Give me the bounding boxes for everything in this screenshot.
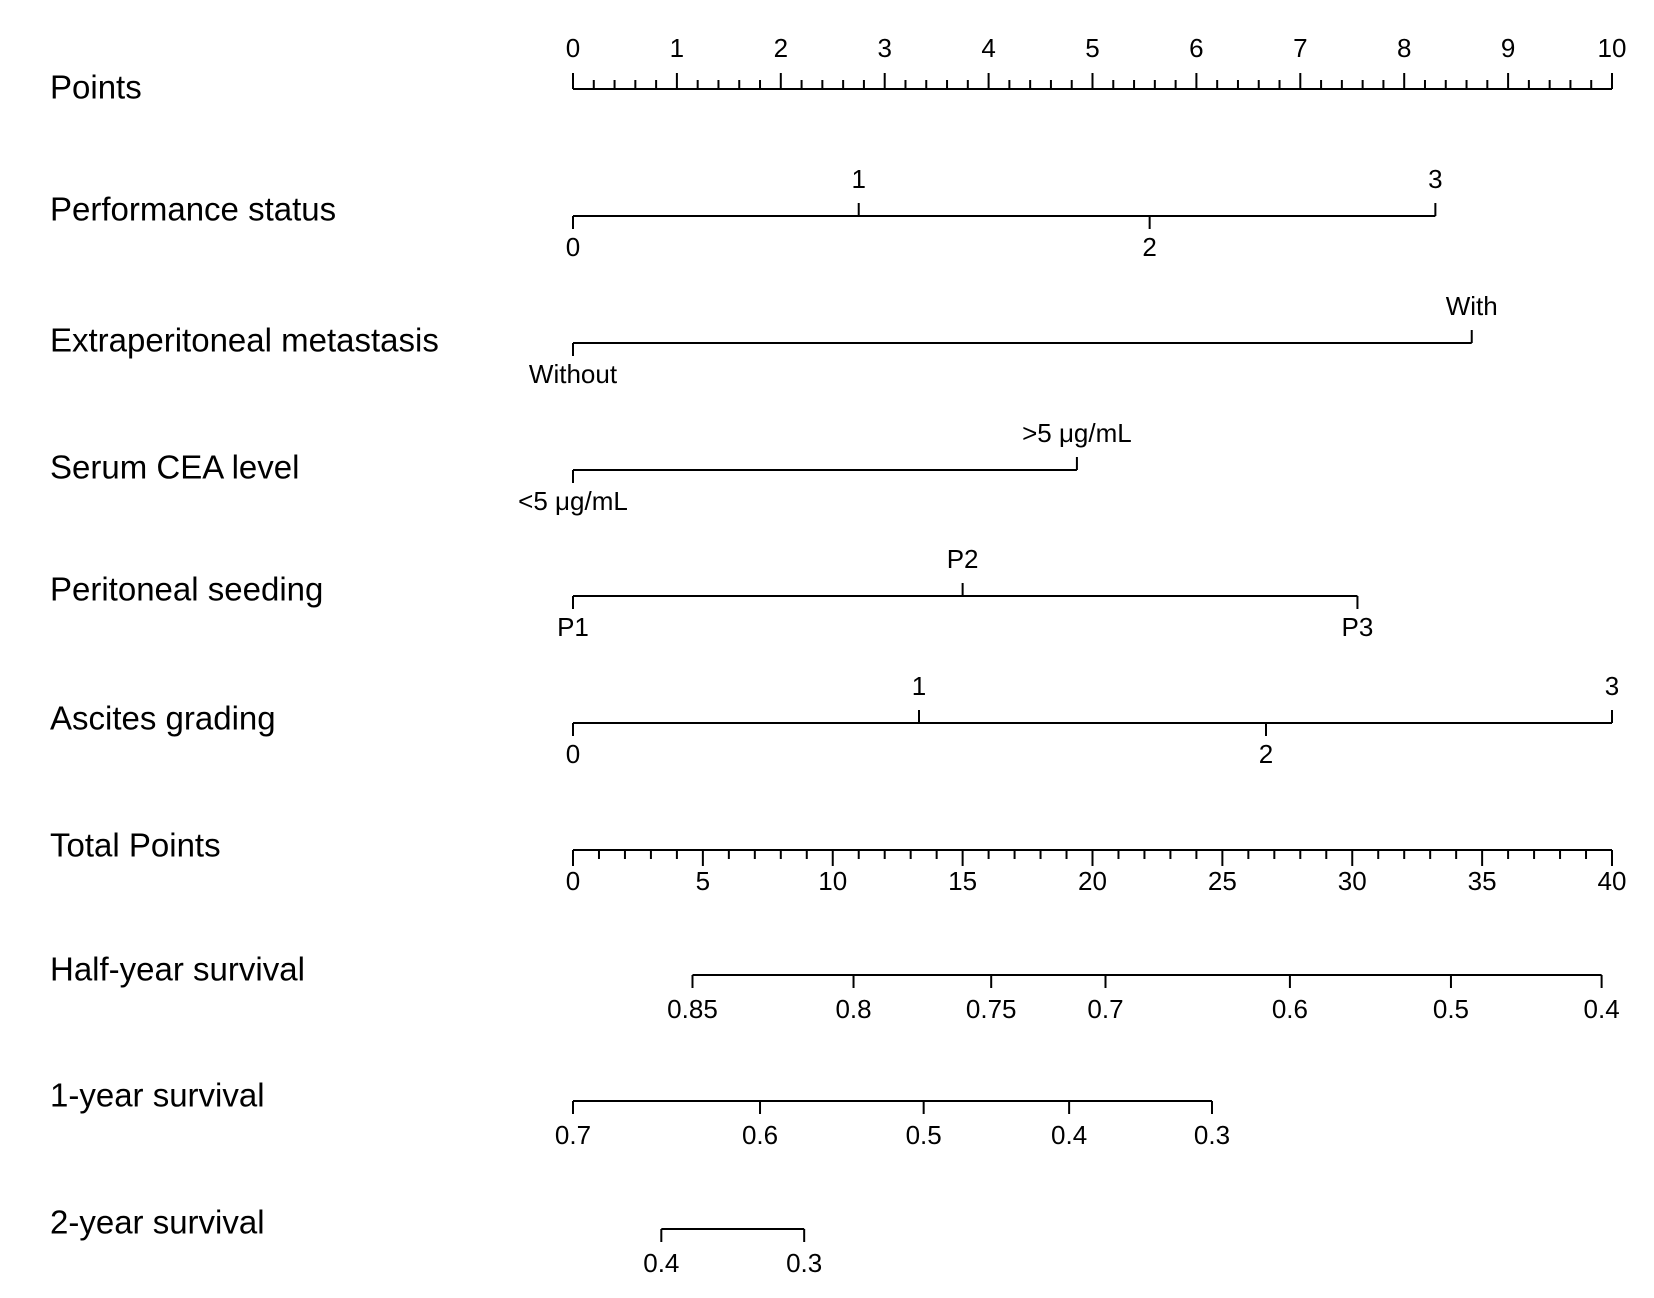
tick-label: 30 <box>1338 866 1367 896</box>
level-label: 2 <box>1259 739 1273 769</box>
tick-label: 40 <box>1598 866 1627 896</box>
tick-label: 10 <box>1598 33 1627 63</box>
tick-label: 2 <box>774 33 788 63</box>
row-label: Points <box>50 69 142 106</box>
tick-label: 35 <box>1468 866 1497 896</box>
tick-label: 8 <box>1397 33 1411 63</box>
tick-label: 15 <box>948 866 977 896</box>
survival-tick-label: 0.6 <box>1272 994 1308 1024</box>
row-label: Extraperitoneal metastasis <box>50 322 439 359</box>
survival-tick-label: 0.3 <box>1194 1120 1230 1150</box>
row-label: Peritoneal seeding <box>50 571 323 608</box>
level-label: With <box>1446 291 1498 321</box>
level-label: 3 <box>1605 671 1619 701</box>
row-label: Half-year survival <box>50 951 305 988</box>
survival-tick-label: 0.7 <box>1087 994 1123 1024</box>
tick-label: 5 <box>696 866 710 896</box>
survival-tick-label: 0.4 <box>1051 1120 1087 1150</box>
tick-label: 20 <box>1078 866 1107 896</box>
row-label: Ascites grading <box>50 700 276 737</box>
level-label: 2 <box>1142 232 1156 262</box>
level-label: P3 <box>1342 612 1374 642</box>
level-label: P1 <box>557 612 589 642</box>
survival-tick-label: 0.5 <box>1433 994 1469 1024</box>
tick-label: 7 <box>1293 33 1307 63</box>
level-label: 0 <box>566 232 580 262</box>
survival-tick-label: 0.85 <box>667 994 718 1024</box>
row-label: 2-year survival <box>50 1204 265 1241</box>
survival-tick-label: 0.3 <box>786 1248 822 1278</box>
level-label: 1 <box>912 671 926 701</box>
survival-tick-label: 0.6 <box>742 1120 778 1150</box>
survival-tick-label: 0.4 <box>1584 994 1620 1024</box>
tick-label: 0 <box>566 33 580 63</box>
tick-label: 0 <box>566 866 580 896</box>
level-label: 0 <box>566 739 580 769</box>
tick-label: 3 <box>877 33 891 63</box>
level-label: 3 <box>1428 164 1442 194</box>
row-label: Performance status <box>50 191 336 228</box>
survival-tick-label: 0.75 <box>966 994 1017 1024</box>
level-label: >5 μg/mL <box>1022 418 1132 448</box>
level-label: 1 <box>851 164 865 194</box>
survival-tick-label: 0.8 <box>835 994 871 1024</box>
row-label: 1-year survival <box>50 1077 265 1114</box>
tick-label: 9 <box>1501 33 1515 63</box>
tick-label: 25 <box>1208 866 1237 896</box>
survival-tick-label: 0.4 <box>643 1248 679 1278</box>
level-label: P2 <box>947 544 979 574</box>
tick-label: 4 <box>981 33 995 63</box>
tick-label: 1 <box>670 33 684 63</box>
row-label: Serum CEA level <box>50 449 299 486</box>
survival-tick-label: 0.5 <box>906 1120 942 1150</box>
level-label: Without <box>529 359 618 389</box>
tick-label: 5 <box>1085 33 1099 63</box>
level-label: <5 μg/mL <box>518 486 628 516</box>
survival-tick-label: 0.7 <box>555 1120 591 1150</box>
row-label: Total Points <box>50 827 221 864</box>
tick-label: 6 <box>1189 33 1203 63</box>
tick-label: 10 <box>818 866 847 896</box>
